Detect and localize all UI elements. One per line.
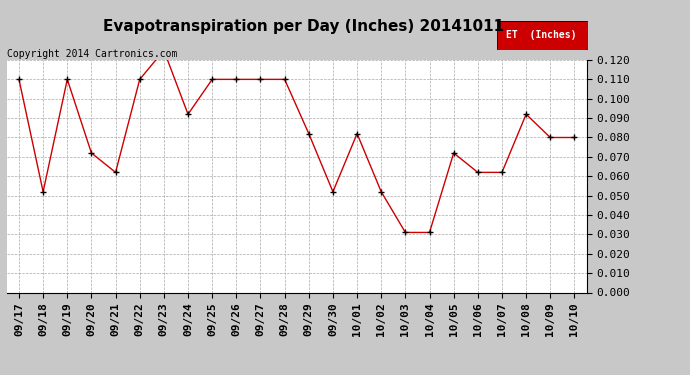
- Text: Copyright 2014 Cartronics.com: Copyright 2014 Cartronics.com: [7, 49, 177, 59]
- Text: Evapotranspiration per Day (Inches) 20141011: Evapotranspiration per Day (Inches) 2014…: [103, 19, 504, 34]
- Text: ET  (Inches): ET (Inches): [506, 30, 577, 40]
